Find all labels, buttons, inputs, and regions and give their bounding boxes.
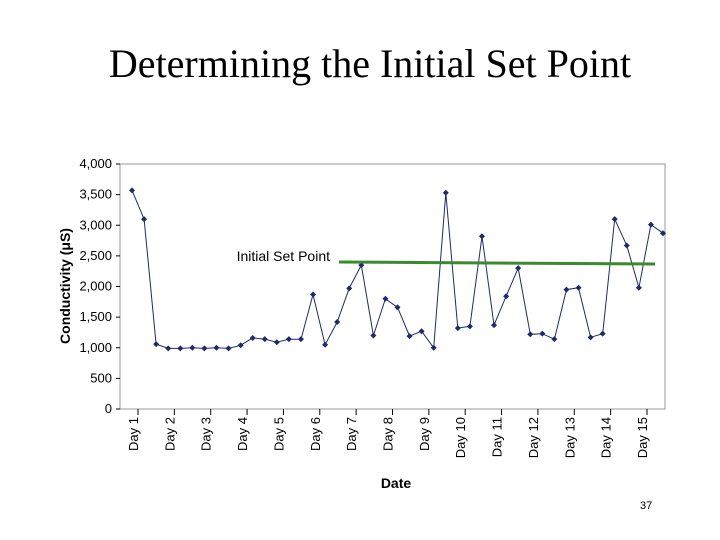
x-tick-label: Day 11 (490, 417, 505, 457)
x-tick-label: Day 5 (271, 417, 286, 451)
data-point (527, 331, 534, 338)
x-tick-label: Day 14 (599, 417, 614, 458)
data-point (310, 291, 317, 298)
data-point (261, 336, 268, 343)
y-axis: 0 500 1,000 1,500 2,000 2,500 3,000 3,500 4,000 (79, 156, 120, 416)
data-point (406, 333, 413, 340)
data-point (430, 344, 437, 351)
x-tick-label: Day 2 (162, 417, 177, 451)
data-point (382, 295, 389, 302)
y-axis-title: Conductivity (μS) (57, 228, 73, 344)
data-point (201, 345, 208, 352)
data-point (141, 216, 148, 223)
data-point (647, 221, 654, 228)
y-tick-label: 1,000 (79, 340, 112, 355)
data-point (503, 293, 510, 300)
y-tick-label: 1,500 (79, 309, 112, 324)
data-point (478, 233, 485, 240)
data-point (237, 342, 244, 349)
data-point (515, 265, 522, 272)
x-axis-title: Date (381, 475, 412, 491)
data-point (466, 323, 473, 330)
data-point (177, 345, 184, 352)
set-point-line (338, 260, 656, 266)
data-point (370, 332, 377, 339)
set-point-annotation: Initial Set Point (237, 248, 656, 266)
x-tick-label: Day 8 (381, 417, 396, 451)
x-tick-label: Day 3 (199, 417, 214, 451)
data-point (575, 284, 582, 291)
data-point (539, 330, 546, 337)
data-point (225, 345, 232, 352)
data-point (551, 336, 558, 343)
data-point (285, 336, 292, 343)
data-point (418, 328, 425, 335)
y-tick-label: 0 (105, 401, 112, 416)
data-point (623, 242, 630, 249)
data-point (213, 344, 220, 351)
data-point (563, 286, 570, 293)
series-conductivity (129, 187, 666, 352)
page-number: 37 (640, 500, 653, 512)
data-point (491, 322, 498, 329)
set-point-label: Initial Set Point (237, 248, 330, 264)
y-tick-label: 4,000 (79, 156, 112, 171)
data-point (153, 341, 160, 348)
x-tick-label: Day 9 (417, 417, 432, 451)
x-tick-label: Day 1 (126, 417, 141, 451)
data-point (273, 339, 280, 346)
data-point (611, 216, 618, 223)
x-tick-label: Day 4 (235, 417, 250, 451)
x-tick-label: Day 10 (453, 417, 468, 458)
x-axis: Day 1 Day 2 Day 3 Day 4 Day 5 Day 6 Day 7 Day 8… (126, 409, 650, 458)
data-point (322, 341, 329, 348)
data-point (454, 325, 461, 332)
data-point (442, 189, 449, 196)
data-point (334, 319, 341, 326)
data-point (129, 187, 135, 194)
data-point (587, 334, 594, 341)
data-point (394, 304, 401, 311)
data-point (346, 285, 353, 292)
y-tick-label: 500 (90, 370, 112, 385)
x-tick-label: Day 12 (526, 417, 541, 458)
data-point (297, 336, 304, 343)
y-tick-label: 2,500 (79, 248, 112, 263)
data-point (189, 344, 196, 351)
data-point (660, 230, 666, 237)
data-point (599, 330, 606, 337)
series-line (131, 190, 664, 350)
x-tick-label: Day 6 (308, 417, 323, 451)
data-point (165, 345, 172, 352)
y-tick-label: 3,500 (79, 187, 112, 202)
plot-frame (119, 163, 666, 410)
data-point (635, 284, 642, 291)
y-tick-label: 2,000 (79, 279, 112, 294)
y-tick-label: 3,000 (79, 217, 112, 232)
x-tick-label: Day 7 (344, 417, 359, 451)
data-point (249, 334, 256, 341)
x-tick-label: Day 15 (635, 417, 650, 458)
x-tick-label: Day 13 (562, 417, 577, 458)
slide-title: Determining the Initial Set Point (108, 41, 632, 86)
